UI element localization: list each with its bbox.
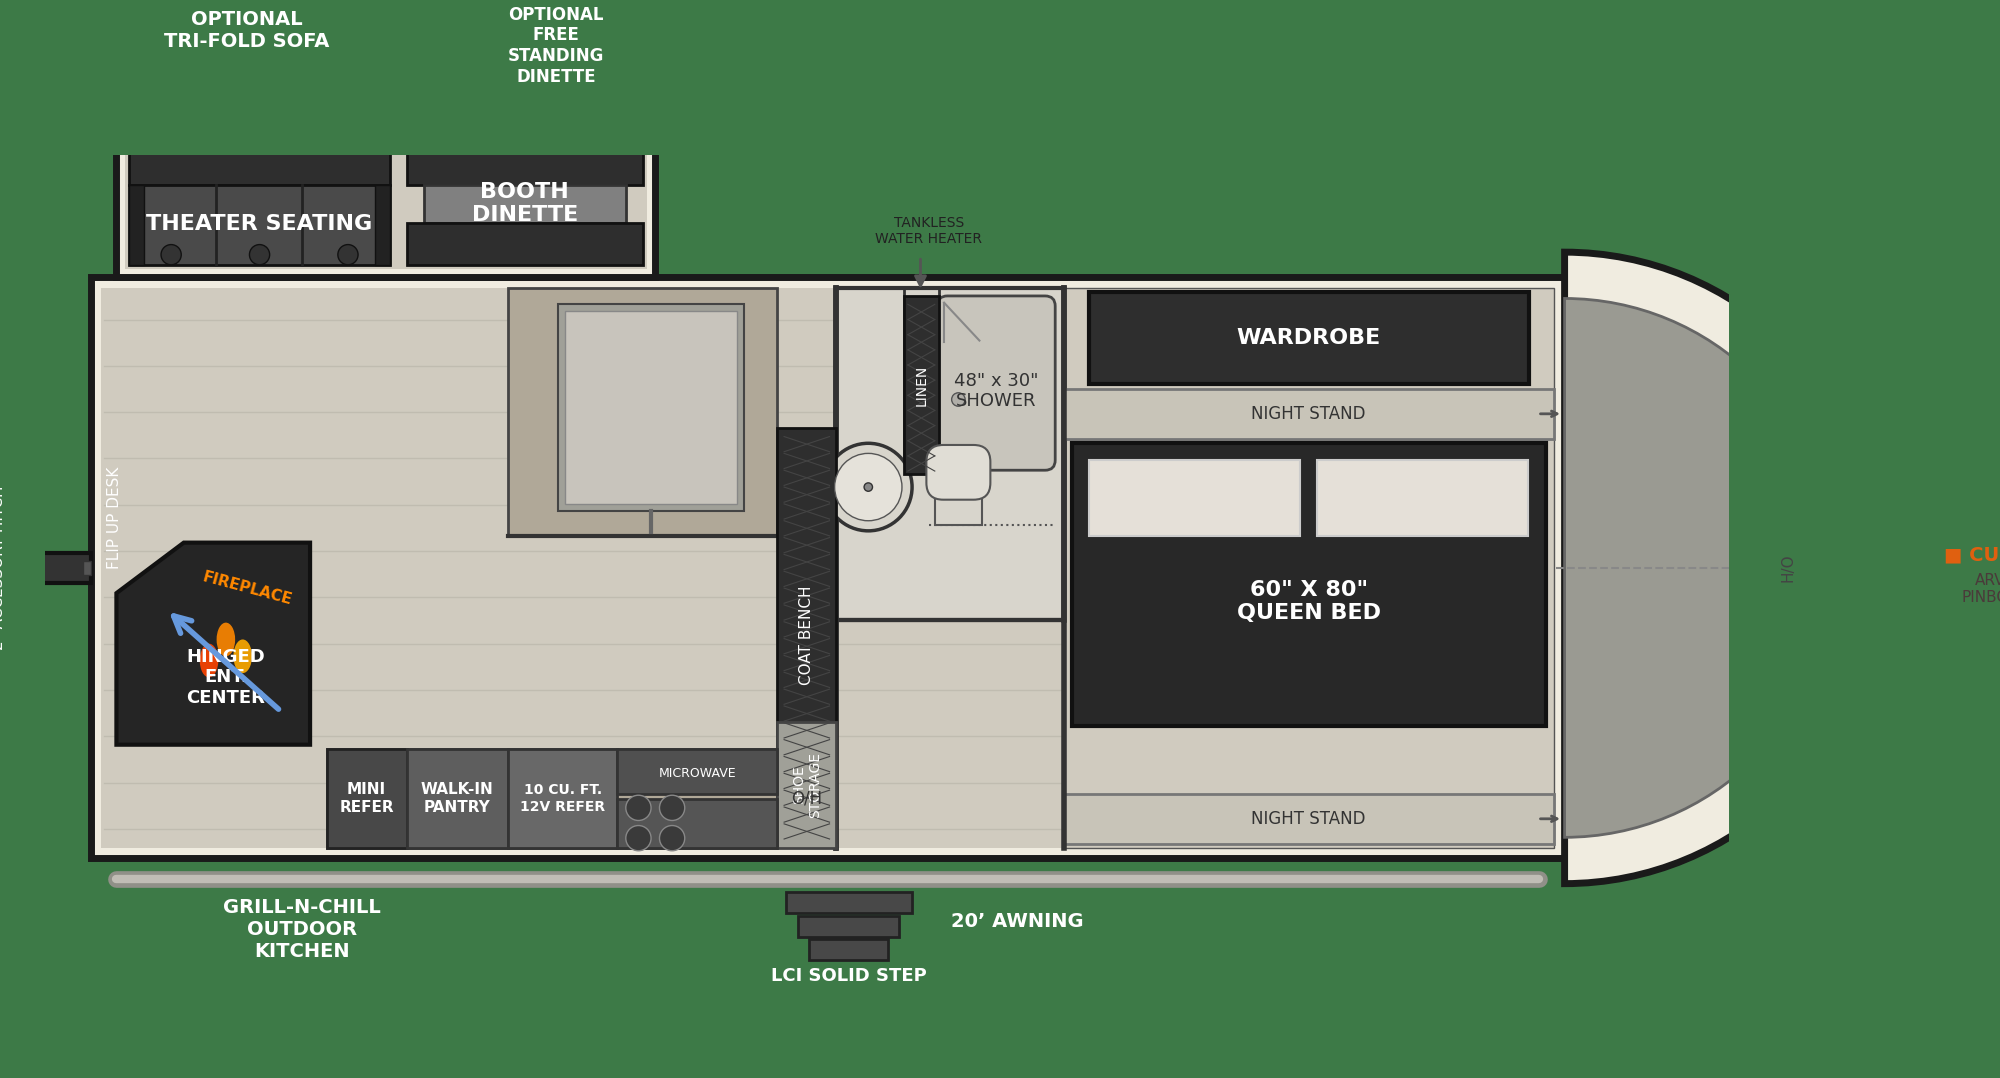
Circle shape xyxy=(626,826,652,851)
Text: TANKLESS
WATER HEATER: TANKLESS WATER HEATER xyxy=(876,216,982,246)
FancyBboxPatch shape xyxy=(926,445,990,500)
Text: OPTIONAL
TRI-FOLD SOFA: OPTIONAL TRI-FOLD SOFA xyxy=(164,10,330,52)
Circle shape xyxy=(834,454,902,521)
Ellipse shape xyxy=(234,639,252,673)
Bar xyxy=(566,312,736,503)
Bar xyxy=(154,136,364,144)
Bar xyxy=(102,288,1554,848)
Bar xyxy=(778,428,836,842)
Bar xyxy=(904,296,940,474)
Text: 2" ACCESSORY HITCH: 2" ACCESSORY HITCH xyxy=(0,486,6,650)
Bar xyxy=(130,142,390,184)
Text: BOOTH
DINETTE: BOOTH DINETTE xyxy=(472,182,578,225)
Bar xyxy=(406,142,642,184)
Bar xyxy=(1064,388,1554,439)
Text: 48" x 30"
SHOWER: 48" x 30" SHOWER xyxy=(954,372,1038,411)
Ellipse shape xyxy=(216,623,236,657)
Circle shape xyxy=(660,826,684,851)
Text: WALK-IN
PANTRY: WALK-IN PANTRY xyxy=(422,783,494,815)
Bar xyxy=(424,136,626,144)
Bar xyxy=(1088,460,1300,536)
Circle shape xyxy=(338,245,358,265)
Bar xyxy=(1318,460,1528,536)
Text: LINEN: LINEN xyxy=(914,364,928,405)
Bar xyxy=(326,749,406,848)
Text: NIGHT STAND: NIGHT STAND xyxy=(1252,405,1366,423)
Text: FLIP UP DESK: FLIP UP DESK xyxy=(108,466,122,568)
Text: GRILL-N-CHILL
OUTDOOR
KITCHEN: GRILL-N-CHILL OUTDOOR KITCHEN xyxy=(222,898,380,962)
Text: ARV
PINBOX: ARV PINBOX xyxy=(1962,572,2000,605)
Bar xyxy=(618,799,778,848)
Text: SHOE
STORAGE: SHOE STORAGE xyxy=(792,752,822,818)
Text: MICROWAVE: MICROWAVE xyxy=(658,766,736,779)
FancyBboxPatch shape xyxy=(938,296,1056,470)
Bar xyxy=(130,184,390,265)
Text: LCI SOLID STEP: LCI SOLID STEP xyxy=(772,967,926,985)
Bar xyxy=(134,137,638,149)
Circle shape xyxy=(250,245,270,265)
Circle shape xyxy=(162,245,182,265)
Bar xyxy=(326,749,778,848)
Text: OPTIONAL
FREE
STANDING
DINETTE: OPTIONAL FREE STANDING DINETTE xyxy=(508,5,604,86)
Bar xyxy=(508,288,778,536)
Ellipse shape xyxy=(200,644,218,677)
Bar xyxy=(798,915,900,937)
Bar xyxy=(618,749,778,794)
Text: MINI
REFER: MINI REFER xyxy=(340,783,394,815)
Circle shape xyxy=(824,443,912,530)
Bar xyxy=(406,223,642,265)
Bar xyxy=(116,130,656,277)
Bar xyxy=(808,939,888,960)
Bar xyxy=(374,184,390,265)
Bar xyxy=(406,749,508,848)
Bar xyxy=(508,749,618,848)
Text: COAT BENCH: COAT BENCH xyxy=(800,585,814,685)
Circle shape xyxy=(864,483,872,492)
Wedge shape xyxy=(1564,252,1880,884)
Text: 60" X 80"
QUEEN BED: 60" X 80" QUEEN BED xyxy=(1236,580,1380,623)
FancyBboxPatch shape xyxy=(474,84,638,130)
Bar xyxy=(82,562,92,575)
Wedge shape xyxy=(1564,299,1834,838)
Bar xyxy=(934,496,982,525)
Bar xyxy=(778,722,836,848)
Bar xyxy=(1072,443,1546,727)
Text: ■ CURT: ■ CURT xyxy=(1944,545,2000,565)
Polygon shape xyxy=(116,542,310,745)
FancyBboxPatch shape xyxy=(104,0,390,105)
Text: O/H: O/H xyxy=(792,789,822,807)
Bar xyxy=(124,138,646,270)
Bar xyxy=(1088,292,1530,385)
Text: WARDROBE: WARDROBE xyxy=(1236,328,1380,348)
Text: HINGED
ENT.
CENTER: HINGED ENT. CENTER xyxy=(186,648,266,707)
Bar xyxy=(836,288,1064,620)
Bar xyxy=(116,67,378,96)
Text: 10 CU. FT.
12V REFER: 10 CU. FT. 12V REFER xyxy=(520,784,606,814)
Bar xyxy=(558,304,744,511)
FancyBboxPatch shape xyxy=(474,0,638,8)
Bar xyxy=(1064,793,1554,844)
Circle shape xyxy=(626,796,652,820)
Bar xyxy=(1872,550,1948,586)
Bar xyxy=(424,184,626,223)
Bar xyxy=(36,553,92,583)
Text: H/O: H/O xyxy=(1780,554,1796,582)
Text: NIGHT STAND: NIGHT STAND xyxy=(1252,810,1366,828)
Text: THEATER SEATING: THEATER SEATING xyxy=(146,213,372,234)
Text: 20’ AWNING: 20’ AWNING xyxy=(952,912,1084,931)
Bar xyxy=(92,277,1564,858)
Bar xyxy=(786,893,912,913)
Bar xyxy=(464,8,648,84)
Bar xyxy=(1064,288,1554,848)
Text: FIREPLACE: FIREPLACE xyxy=(200,570,294,608)
Bar xyxy=(130,184,144,265)
Circle shape xyxy=(952,392,966,406)
Circle shape xyxy=(660,796,684,820)
